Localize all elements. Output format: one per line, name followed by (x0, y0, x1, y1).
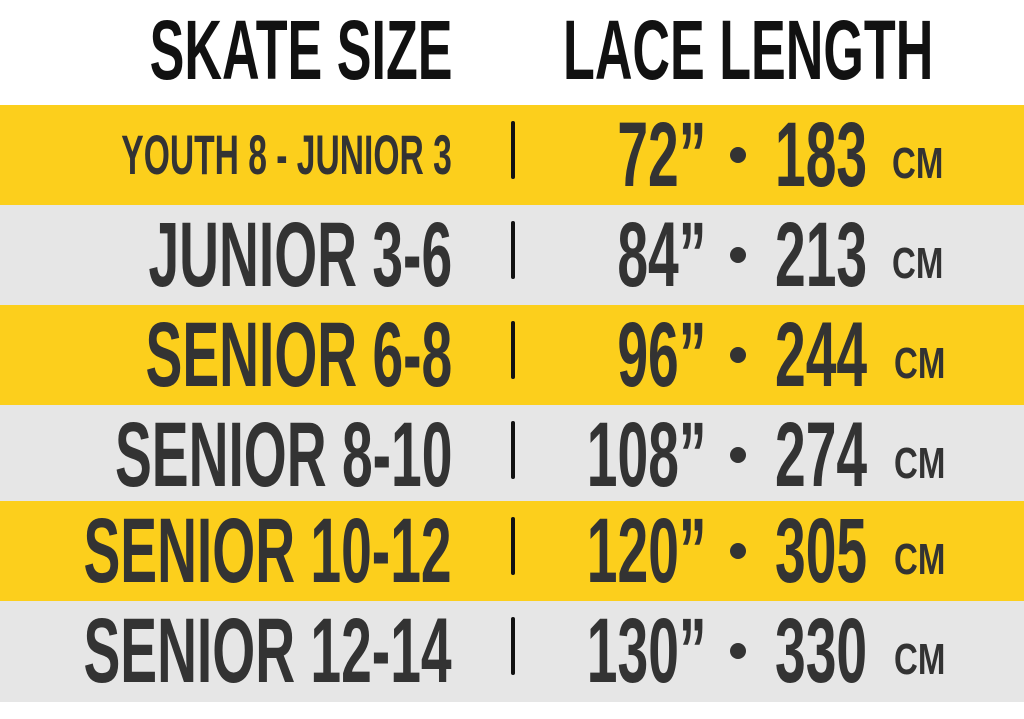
lace-length-inches: 108” (586, 404, 706, 506)
lace-length-cm: 305 (775, 500, 868, 602)
divider (511, 517, 515, 575)
lace-length-inches: 84” (616, 204, 706, 306)
cm-unit: CM (894, 635, 946, 684)
lace-length-cm: 330 (775, 600, 868, 702)
bullet-separator (730, 447, 746, 463)
skate-size: SENIOR 10-12 (83, 500, 452, 602)
lace-length-header: LACE LENGTH (563, 3, 934, 97)
skate-size-header: SKATE SIZE (149, 3, 452, 97)
skate-size: JUNIOR 3-6 (148, 204, 452, 306)
lace-length-inches: 72” (616, 104, 706, 206)
lace-length-cm: 213 (775, 204, 868, 306)
bullet-separator (730, 543, 746, 559)
cm-unit: CM (894, 339, 946, 388)
lace-length-inches: 120” (586, 500, 706, 602)
cm-unit: CM (894, 439, 946, 488)
lace-length-inches: 96” (616, 304, 706, 406)
table-row: YOUTH 8 - JUNIOR 3 72” 183 CM (0, 105, 1024, 205)
lace-length-inches: 130” (586, 600, 706, 702)
bullet-separator (730, 643, 746, 659)
cm-unit: CM (892, 239, 944, 288)
bullet-separator (730, 147, 746, 163)
lace-length-cm: 274 (775, 404, 868, 506)
cm-unit: CM (892, 139, 944, 188)
divider (511, 121, 515, 179)
table-row: SENIOR 10-12 120” 305 CM (0, 501, 1024, 601)
divider (511, 421, 515, 479)
skate-size: SENIOR 6-8 (145, 304, 452, 406)
skate-size: YOUTH 8 - JUNIOR 3 (121, 123, 452, 186)
bullet-separator (730, 347, 746, 363)
table-row: SENIOR 12-14 130” 330 CM (0, 601, 1024, 702)
divider (511, 221, 515, 279)
skate-size: SENIOR 12-14 (83, 600, 452, 702)
lace-length-cm: 244 (775, 304, 868, 406)
table-row: SENIOR 8-10 108” 274 CM (0, 405, 1024, 505)
divider (511, 321, 515, 379)
divider (511, 617, 515, 675)
skate-size: SENIOR 8-10 (114, 404, 452, 506)
cm-unit: CM (894, 535, 946, 584)
table-row: JUNIOR 3-6 84” 213 CM (0, 205, 1024, 305)
table-row: SENIOR 6-8 96” 244 CM (0, 305, 1024, 405)
bullet-separator (730, 247, 746, 263)
lace-length-cm: 183 (775, 104, 868, 206)
